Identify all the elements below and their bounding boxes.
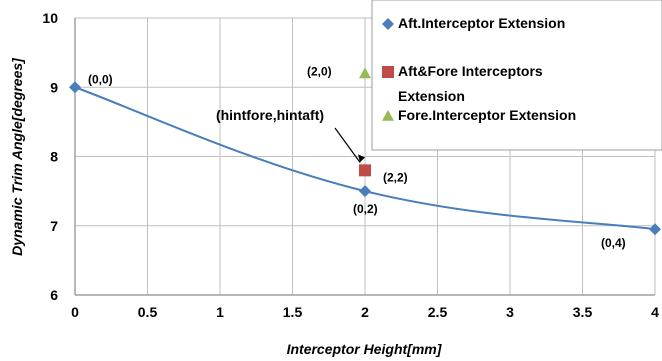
point-label: (0,0) bbox=[88, 72, 113, 86]
data-point-0-2 bbox=[649, 223, 661, 236]
x-tick-label: 2 bbox=[361, 304, 369, 320]
point-label: (0,4) bbox=[601, 236, 626, 250]
legend: Aft.Interceptor Extension Aft&Fore Interc… bbox=[371, 0, 662, 151]
y-axis-title: Dynamic Trim Angle[degrees] bbox=[9, 57, 25, 256]
x-tick-label: 3 bbox=[506, 304, 514, 320]
x-axis-title: Interceptor Height[mm] bbox=[287, 341, 443, 357]
y-tick-label: 9 bbox=[50, 79, 58, 95]
legend-marker-0 bbox=[382, 18, 394, 30]
y-tick-labels: 6 7 8 9 10 bbox=[42, 10, 58, 303]
legend-marker-2 bbox=[382, 110, 394, 121]
x-tick-label: 4 bbox=[651, 304, 659, 320]
legend-entry-label: Fore.Interceptor Extension bbox=[398, 107, 576, 123]
data-point-1-0 bbox=[359, 164, 371, 177]
axes bbox=[74, 18, 655, 296]
point-label: (0,2) bbox=[353, 202, 378, 216]
x-tick-label: 1 bbox=[216, 304, 224, 320]
y-tick-label: 10 bbox=[42, 10, 58, 26]
data-point-2-0 bbox=[359, 67, 371, 79]
annotation-arrow bbox=[334, 127, 361, 163]
x-tick-label: 0 bbox=[71, 304, 79, 320]
y-tick-label: 6 bbox=[50, 287, 58, 303]
legend-entry-label: Aft&Fore Interceptors bbox=[398, 63, 543, 79]
annotations-layer: (0,0) (0,2) (0,4) (2,2) (2,0) (hintfore,hinta… bbox=[88, 64, 626, 250]
annotation-arrowhead bbox=[358, 154, 365, 163]
legend-marker-1 bbox=[382, 66, 394, 78]
x-tick-label: 0.5 bbox=[138, 304, 158, 320]
y-tick-label: 7 bbox=[50, 218, 58, 234]
point-label: (2,2) bbox=[383, 170, 408, 184]
x-tick-label: 2.5 bbox=[428, 304, 448, 320]
annotation-label: (hintfore,hintaft) bbox=[216, 107, 324, 123]
x-tick-labels: 0 0.5 1 1.5 2 2.5 3 3.5 4 bbox=[71, 304, 659, 320]
x-tick-label: 1.5 bbox=[283, 304, 303, 320]
x-tick-label: 3.5 bbox=[573, 304, 593, 320]
data-point-0-1 bbox=[359, 185, 371, 198]
legend-box bbox=[371, 0, 662, 151]
data-point-0-0 bbox=[69, 81, 81, 94]
point-label: (2,0) bbox=[307, 64, 332, 78]
y-tick-label: 8 bbox=[50, 149, 58, 165]
series-layer bbox=[69, 67, 661, 236]
legend-entry-label: Extension bbox=[398, 88, 465, 104]
legend-entry-label: Aft.Interceptor Extension bbox=[398, 15, 565, 31]
